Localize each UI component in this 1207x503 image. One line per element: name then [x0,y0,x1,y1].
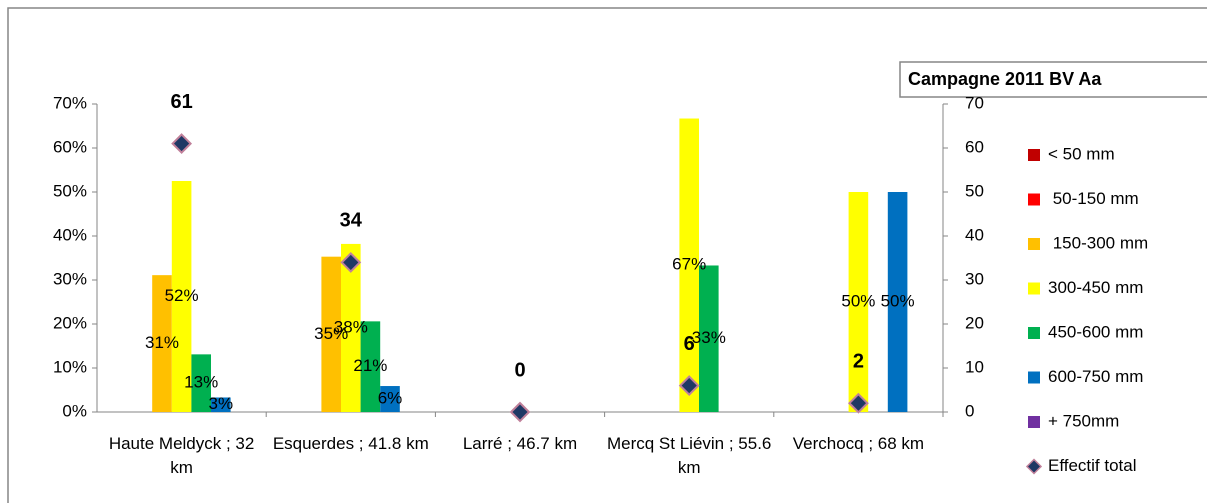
y2-tick-label: 10 [965,357,984,376]
legend-swatch [1028,193,1040,206]
legend-label: 50-150 mm [1048,189,1139,208]
legend-label: Effectif total [1048,456,1137,475]
legend-swatch [1028,371,1040,384]
y-tick-label: 10% [53,357,87,376]
bar [321,256,341,412]
legend-label: + 750mm [1048,411,1119,430]
bar [191,354,211,412]
data-label: 6 [684,333,695,355]
x-tick-label-box: Mercq St Liévin ; 55.6 km [606,434,772,477]
marker [678,375,700,397]
y2-tick-label: 60 [965,137,984,156]
legend-swatch [1028,327,1040,339]
y-tick-label: 0% [62,401,87,420]
x-tick-label: Verchocq ; 68 km [792,434,925,453]
bar [171,181,192,412]
data-label: 6% [378,389,403,408]
bar [679,118,699,413]
y2-tick-label: 20 [965,313,984,332]
marker [171,133,193,155]
title-box [899,61,1207,98]
data-label: 61 [170,91,192,113]
x-tick-label-box: Larré ; 46.7 km [462,434,578,453]
legend-label: < 50 mm [1048,144,1115,163]
y2-tick-label: 30 [965,269,984,288]
chart-title: Campagne 2011 BV Aa [908,69,1102,89]
data-label: 33% [692,328,726,347]
data-label: 2 [853,350,864,372]
data-label: 67% [672,255,706,274]
data-label: 34 [340,210,363,232]
bar [848,192,869,412]
y2-tick-label: 40 [965,225,984,244]
data-label: 13% [184,373,218,392]
x-tick-label: Haute Meldyck ; 32 km [108,434,255,477]
y-tick-label: 50% [53,181,87,200]
legend-swatch [1028,149,1040,161]
x-tick-label-box: Haute Meldyck ; 32 km [108,434,255,477]
data-label: 50% [841,291,875,310]
bar [211,397,231,412]
legend-swatch [1028,238,1040,250]
y-tick-label: 20% [53,313,87,332]
y-tick-label: 30% [53,269,87,288]
data-label: 21% [353,356,387,375]
bar [699,265,719,412]
x-tick-label-box: Esquerdes ; 41.8 km [272,434,429,453]
bar [341,243,361,412]
marker [847,392,869,414]
data-label: 0 [514,359,525,381]
x-tick-label: Larré ; 46.7 km [462,434,578,453]
legend-swatch [1028,416,1040,428]
legend-label: 450-600 mm [1048,322,1143,341]
legend-marker [1025,458,1043,475]
y2-tick-label: 70 [965,93,984,112]
y2-tick-label: 0 [965,401,974,420]
legend-label: 300-450 mm [1048,278,1143,297]
marker [509,401,531,423]
legend-label: 600-750 mm [1048,367,1143,386]
y-tick-label: 40% [53,225,87,244]
y-tick-label: 70% [53,93,87,112]
x-tick-label: Esquerdes ; 41.8 km [272,434,429,453]
x-tick-label: Mercq St Liévin ; 55.6 km [606,434,772,477]
data-label: 52% [165,286,199,305]
data-label: 35% [314,324,348,343]
data-label: 38% [334,317,368,336]
data-label: 31% [145,333,179,352]
x-tick-label-box: Verchocq ; 68 km [792,434,925,453]
y2-tick-label: 50 [965,181,984,200]
bar [360,321,381,412]
legend-label: 150-300 mm [1048,233,1148,252]
y-tick-label: 60% [53,137,87,156]
data-label: 3% [209,394,234,413]
bar [887,192,908,412]
bar [380,386,400,412]
data-label: 50% [881,291,915,310]
legend-swatch [1028,282,1040,295]
bar [152,275,172,412]
marker [340,251,362,273]
